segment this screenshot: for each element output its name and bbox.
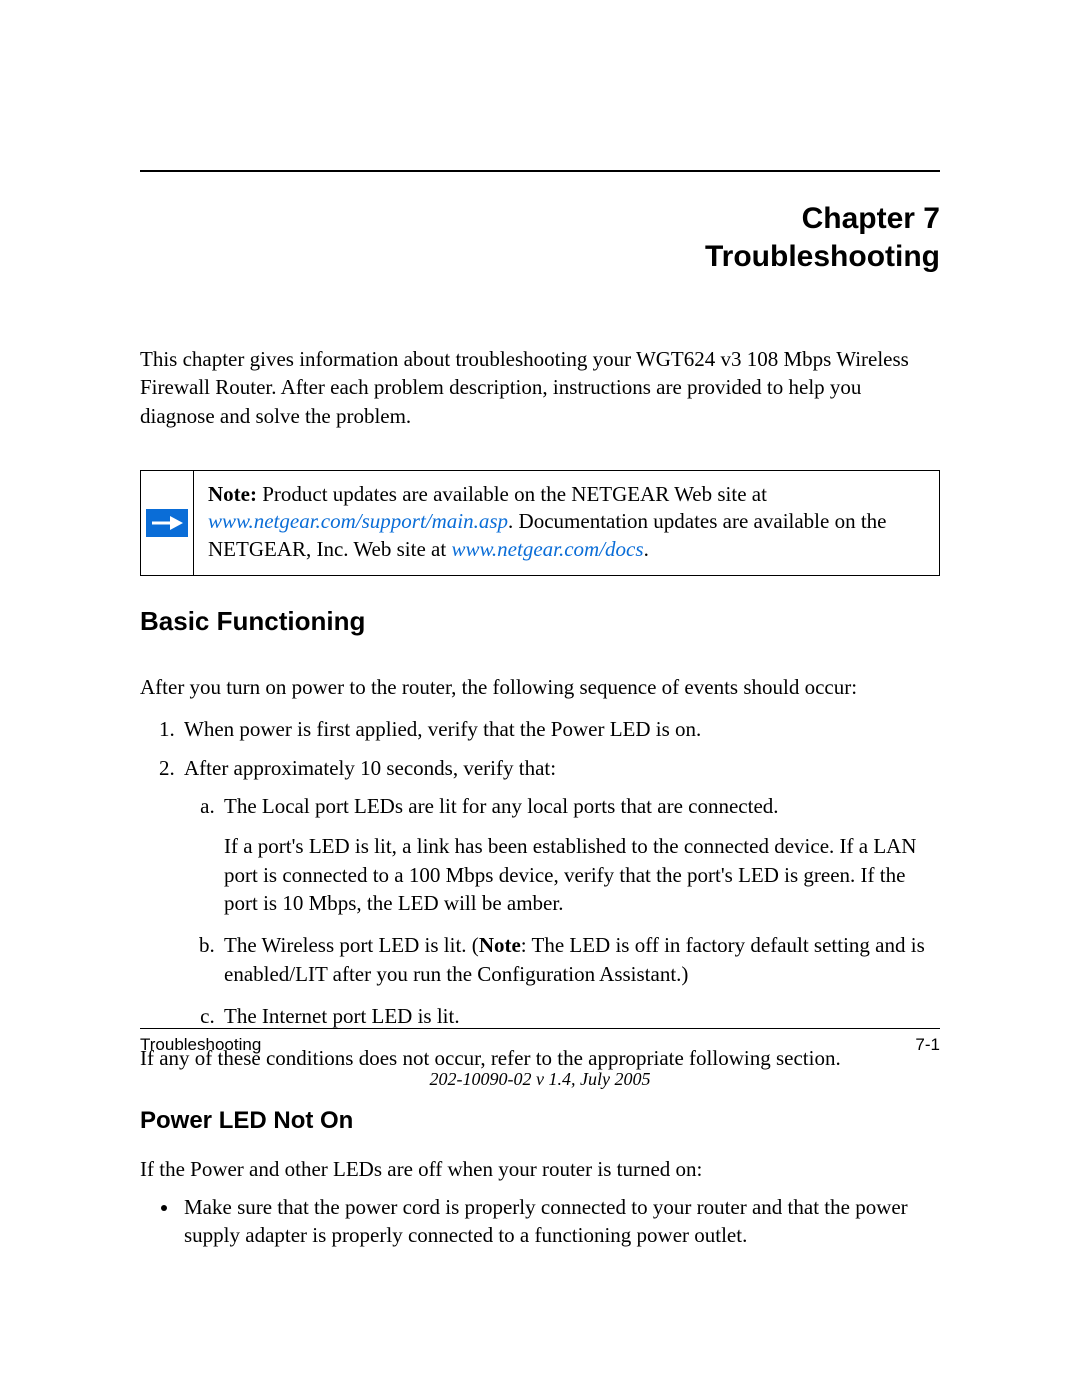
footer-row: Troubleshooting 7-1 <box>140 1035 940 1055</box>
note-text-3: . <box>644 537 649 561</box>
bullet-1-text: Make sure that the power cord is properl… <box>184 1195 908 1247</box>
chapter-heading: Chapter 7 Troubleshooting <box>140 200 940 275</box>
footer-rule <box>140 1028 940 1029</box>
list-item-1: When power is first applied, verify that… <box>180 715 940 743</box>
bullet-list: Make sure that the power cord is properl… <box>140 1193 940 1250</box>
chapter-number: Chapter 7 <box>140 200 940 238</box>
alpha-item-c: The Internet port LED is lit. <box>220 1002 940 1030</box>
alpha-item-b: The Wireless port LED is lit. (Note: The… <box>220 931 940 988</box>
arrow-icon <box>146 509 188 537</box>
section-heading-basic-functioning: Basic Functioning <box>140 606 940 637</box>
note-link-1[interactable]: www.netgear.com/support/main.asp <box>208 509 508 533</box>
alpha-a-text: The Local port LEDs are lit for any loca… <box>224 794 779 818</box>
note-link-2[interactable]: www.netgear.com/docs <box>451 537 643 561</box>
note-callout: Note: Product updates are available on t… <box>140 470 940 576</box>
page-footer: Troubleshooting 7-1 202-10090-02 v 1.4, … <box>140 1028 940 1090</box>
numbered-list: When power is first applied, verify that… <box>140 715 940 1030</box>
alpha-b-pre: The Wireless port LED is lit. ( <box>224 933 479 957</box>
list-item-2: After approximately 10 seconds, verify t… <box>180 754 940 1031</box>
list-item-2-text: After approximately 10 seconds, verify t… <box>184 756 556 780</box>
top-rule <box>140 170 940 172</box>
bullet-item-1: Make sure that the power cord is properl… <box>180 1193 940 1250</box>
section2-intro: If the Power and other LEDs are off when… <box>140 1155 940 1183</box>
alpha-b-bold: Note <box>479 933 521 957</box>
note-icon-cell <box>140 470 194 576</box>
section1-intro: After you turn on power to the router, t… <box>140 673 940 701</box>
alpha-a-para: If a port's LED is lit, a link has been … <box>224 832 940 917</box>
footer-left: Troubleshooting <box>140 1035 261 1055</box>
note-label: Note: <box>208 482 257 506</box>
alpha-list: The Local port LEDs are lit for any loca… <box>184 792 940 1030</box>
footer-version: 202-10090-02 v 1.4, July 2005 <box>140 1069 940 1090</box>
chapter-intro: This chapter gives information about tro… <box>140 345 940 430</box>
footer-right: 7-1 <box>915 1035 940 1055</box>
alpha-item-a: The Local port LEDs are lit for any loca… <box>220 792 940 917</box>
section-heading-power-led: Power LED Not On <box>140 1107 940 1135</box>
note-text-1: Product updates are available on the NET… <box>257 482 767 506</box>
note-text: Note: Product updates are available on t… <box>194 470 940 576</box>
chapter-title: Troubleshooting <box>140 238 940 276</box>
list-item-1-text: When power is first applied, verify that… <box>184 717 701 741</box>
alpha-c-text: The Internet port LED is lit. <box>224 1004 460 1028</box>
